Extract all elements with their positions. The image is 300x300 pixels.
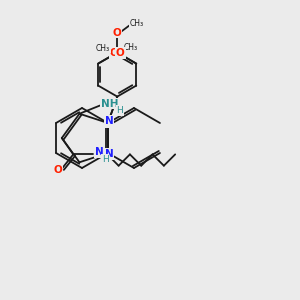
Text: CH₃: CH₃ (96, 44, 110, 52)
Text: CH₃: CH₃ (129, 19, 143, 28)
Text: O: O (113, 28, 122, 38)
Text: O: O (54, 165, 62, 176)
Text: N: N (105, 117, 113, 127)
Text: N: N (105, 149, 113, 159)
Text: NH: NH (101, 99, 118, 109)
Text: O: O (110, 48, 118, 58)
Text: CH₃: CH₃ (123, 43, 137, 52)
Text: H: H (102, 155, 109, 164)
Text: O: O (116, 48, 125, 58)
Text: N: N (105, 116, 113, 126)
Text: N: N (95, 147, 104, 158)
Text: H: H (116, 106, 123, 115)
